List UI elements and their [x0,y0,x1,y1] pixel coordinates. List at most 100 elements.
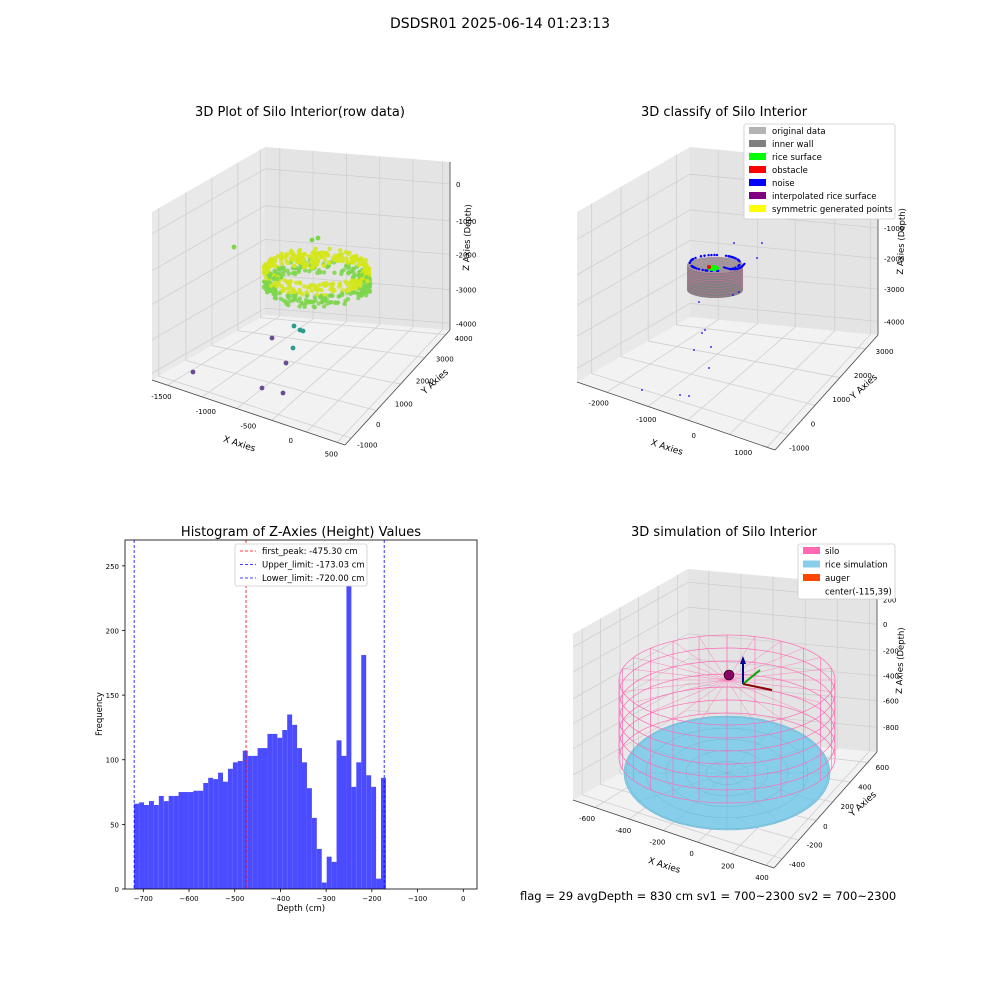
raw-point [292,263,297,269]
noise-point [734,257,737,260]
raw-point [282,268,287,274]
rice-mesh-spoke [726,772,779,823]
raw-point [272,295,278,301]
histogram-bar [262,748,268,889]
raw-point [277,267,282,272]
raw-point [279,256,284,261]
raw-point [344,289,350,294]
raw-point [271,276,277,282]
raw-point [313,286,318,292]
raw-point [342,301,347,307]
histogram-bar [193,790,199,889]
raw-outlier-point [269,335,275,341]
raw-point [358,273,363,278]
raw-point [363,269,368,275]
x-gridline [237,330,425,358]
chart-title: 3D simulation of Silo Interior [631,525,818,540]
y-tick-label: -200 [807,841,823,849]
histogram-bar [361,655,367,889]
raw-point [302,261,307,266]
legend-label: original data [772,127,826,137]
noise-point [713,253,716,257]
legend-swatch [749,205,766,212]
x-axis-line [572,799,775,869]
raw-point [351,270,356,275]
raw-point [281,272,286,277]
histogram-bar [178,792,184,889]
noise-point [701,268,704,272]
x-gridline [648,340,840,378]
raw-point [312,283,318,288]
raw-point [350,255,355,260]
center-z-arrowhead [740,656,746,664]
legend-label: silo [825,547,839,557]
x-axis-label: Depth (cm) [277,904,325,914]
raw-point [356,262,362,268]
y-gridline [306,326,414,433]
legend-swatch [749,127,766,134]
legend: original data inner wall rice surface obsta… [743,123,896,220]
x-tick-label: −300 [317,895,336,903]
legend-swatch [803,574,820,581]
silo-roof-spoke [633,657,728,681]
chart-title: 3D classify of Silo Interior [641,105,808,120]
legend-label: symmetric generated points [772,205,893,215]
noise-point [698,301,700,303]
silo-roof-spoke [726,679,782,720]
y-gridline [687,326,796,421]
z-gridline [572,709,878,776]
x-tick-label: 400 [755,874,768,882]
z-tick-label: 200 [883,596,896,604]
raw-point [268,283,274,288]
raw-point [367,288,373,294]
y-tick-label: 3000 [876,348,894,356]
raw-point [345,297,351,302]
legend-box [743,123,896,220]
y-gridline [765,751,870,866]
footer-status-text: flag = 29 avgDepth = 830 cm sv1 = 700~23… [520,889,897,903]
raw-point [281,298,287,303]
chart-title: 3D Plot of Silo Interior(row data) [195,105,405,120]
y-gridline [271,324,380,421]
z-tick-label: -1000 [456,218,476,226]
silo-wire [686,272,744,289]
y-tick-label: -1000 [357,442,377,450]
rice-mesh-spoke [726,723,779,774]
silo-roof-spoke [622,679,728,692]
histogram-bar [331,861,337,889]
noise-point [761,242,763,244]
x-tick-label: 0 [692,432,696,440]
raw-point [335,258,340,264]
raw-point [351,266,357,271]
raw-point [309,299,314,305]
raw-point [333,253,338,258]
histogram-bar [282,730,288,889]
silo-wire [686,280,744,297]
raw-outlier-point [190,369,196,375]
raw-outlier-point [315,235,321,241]
raw-outlier-point [280,390,286,396]
raw-point [321,304,327,309]
raw-point [312,305,318,310]
noise-point [732,294,734,296]
raw-point [366,272,372,277]
noise-point [689,259,692,262]
raw-point [285,280,290,285]
z-tick-label: -3000 [884,286,904,294]
center-y-arrow [742,669,761,685]
y-tick-label: 0 [115,886,119,894]
back-left-pane [577,147,690,382]
noise-point [756,257,758,259]
histogram-bar [139,802,145,889]
histogram-bar [366,775,372,889]
raw-point [285,268,290,273]
y-tick-label: 0 [811,420,815,428]
raw-point [349,259,354,265]
silo-roof-spoke [726,679,756,724]
raw-point [281,288,286,293]
x-tick-label: 200 [721,862,734,870]
y-gridline [201,318,314,398]
z-gridline [572,683,878,749]
raw-point [327,282,333,287]
raw-point [305,285,311,290]
